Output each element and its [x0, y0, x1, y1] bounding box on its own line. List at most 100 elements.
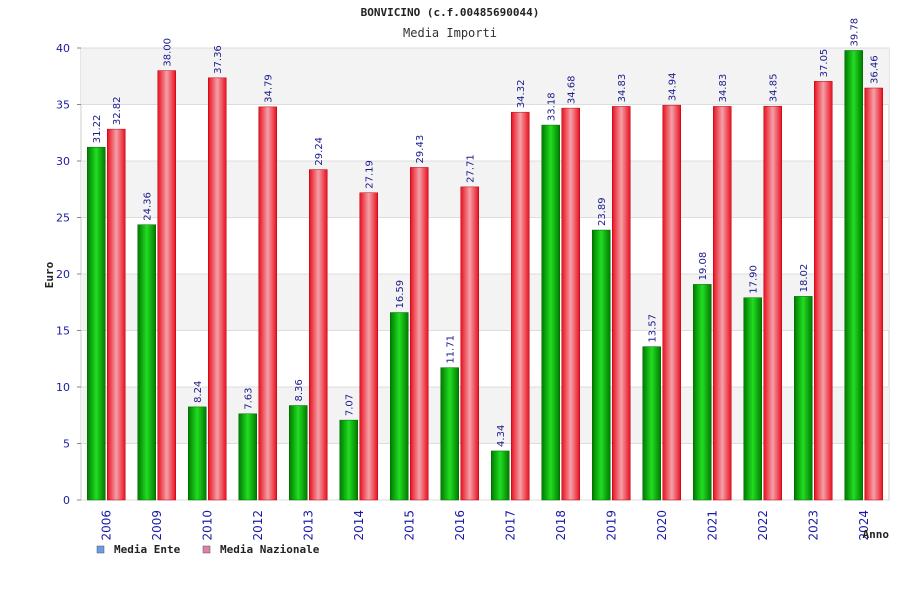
bar-media-ente-2016: [440, 367, 459, 501]
bar-media-ente-2021: [693, 284, 712, 501]
value-label-media-nazionale-2018: 34.68: [567, 75, 578, 104]
bar-media-ente-2014: [339, 419, 358, 501]
x-axis-label: Anno: [863, 528, 890, 541]
y-tick-label: 10: [56, 381, 70, 394]
bar-media-ente-2017: [491, 450, 510, 501]
y-tick-label: 35: [56, 99, 70, 112]
value-labels: 31.22 32.82 24.36 38.00 8.24 37.36 7.63 34.79 8.…: [92, 18, 881, 447]
bar-media-ente-2018: [541, 124, 560, 501]
x-tick-label-2023: 2023: [806, 510, 820, 541]
bar-media-nazionale-2009: [157, 70, 176, 501]
bar-media-nazionale-2015: [410, 167, 429, 501]
chart-subtitle: Media Importi: [403, 26, 497, 40]
value-label-media-nazionale-2021: 34.83: [718, 74, 729, 103]
bar-media-nazionale-2023: [814, 81, 833, 501]
bar-media-nazionale-2024: [864, 87, 883, 501]
value-label-media-ente-2020: 13.57: [648, 314, 659, 343]
x-tick-label-2015: 2015: [402, 510, 416, 541]
bar-media-ente-2010: [188, 406, 207, 501]
value-label-media-nazionale-2017: 34.32: [516, 80, 527, 109]
value-label-media-ente-2024: 39.78: [850, 18, 861, 47]
bar-media-ente-2009: [137, 224, 156, 501]
y-tick-label: 0: [63, 494, 70, 507]
bar-media-nazionale-2020: [662, 104, 681, 501]
chart-title: BONVICINO (c.f.00485690044): [361, 6, 540, 19]
value-label-media-nazionale-2020: 34.94: [668, 73, 679, 102]
bar-media-nazionale-2006: [107, 128, 126, 501]
value-label-media-ente-2010: 8.24: [193, 381, 204, 403]
bar-media-nazionale-2010: [208, 77, 227, 501]
value-label-media-ente-2019: 23.89: [597, 197, 608, 226]
value-label-media-nazionale-2006: 32.82: [112, 96, 123, 125]
bar-media-nazionale-2021: [713, 106, 732, 501]
x-tick-label-2013: 2013: [301, 510, 315, 541]
value-label-media-ente-2021: 19.08: [698, 252, 709, 281]
y-axis-ticks: 0 5 10 15 20 25 30 35 40: [56, 42, 70, 507]
x-tick-label-2010: 2010: [200, 510, 214, 541]
x-axis-ticks: 2006 2009 2010 2012 2013 2014 2015 2016 2017 2018…: [99, 510, 871, 541]
value-label-media-ente-2014: 7.07: [345, 394, 356, 416]
value-label-media-ente-2015: 16.59: [395, 280, 406, 309]
x-tick-label-2006: 2006: [99, 510, 113, 541]
value-label-media-nazionale-2015: 29.43: [415, 135, 426, 164]
value-label-media-ente-2022: 17.90: [749, 265, 760, 294]
bar-media-nazionale-2018: [561, 107, 580, 501]
x-tick-label-2022: 2022: [756, 510, 770, 541]
x-tick-label-2014: 2014: [352, 510, 366, 541]
legend-swatch-media-ente: [96, 545, 105, 554]
x-tick-label-2019: 2019: [604, 510, 618, 541]
value-label-media-ente-2016: 11.71: [446, 335, 457, 364]
x-tick-label-2009: 2009: [150, 510, 164, 541]
bar-media-nazionale-2016: [460, 186, 479, 501]
x-tick-label-2020: 2020: [655, 510, 669, 541]
bar-media-nazionale-2019: [612, 106, 631, 501]
value-label-media-nazionale-2013: 29.24: [314, 137, 325, 166]
legend: Media Ente Media Nazionale: [96, 543, 320, 556]
bar-media-nazionale-2014: [359, 192, 378, 501]
value-label-media-nazionale-2009: 38.00: [163, 38, 174, 67]
value-label-media-ente-2023: 18.02: [799, 264, 810, 293]
value-label-media-nazionale-2022: 34.85: [769, 74, 780, 103]
value-label-media-ente-2017: 4.34: [496, 425, 507, 447]
value-label-media-nazionale-2012: 34.79: [264, 74, 275, 103]
bar-media-ente-2020: [642, 346, 661, 501]
x-tick-label-2024: 2024: [857, 510, 871, 541]
value-label-media-ente-2009: 24.36: [143, 192, 154, 221]
value-label-media-ente-2013: 8.36: [294, 379, 305, 401]
y-tick-label: 40: [56, 42, 70, 55]
bar-media-nazionale-2017: [511, 111, 530, 501]
y-tick-label: 25: [56, 212, 70, 225]
bar-media-ente-2015: [390, 312, 409, 501]
value-label-media-ente-2012: 7.63: [244, 388, 255, 410]
value-label-media-ente-2018: 33.18: [547, 92, 558, 121]
value-label-media-nazionale-2010: 37.36: [213, 45, 224, 74]
x-tick-label-2021: 2021: [705, 510, 719, 541]
bar-media-ente-2006: [87, 146, 106, 501]
bar-media-ente-2013: [289, 405, 308, 501]
y-tick-label: 20: [56, 268, 70, 281]
bar-media-ente-2022: [743, 297, 762, 501]
bar-media-ente-2023: [794, 296, 813, 501]
value-label-media-nazionale-2019: 34.83: [617, 74, 628, 103]
bar-media-ente-2012: [238, 413, 257, 501]
bar-media-nazionale-2022: [763, 105, 782, 501]
y-tick-label: 5: [63, 438, 70, 451]
y-axis-label: Euro: [43, 261, 56, 288]
legend-label-media-nazionale: Media Nazionale: [220, 543, 320, 556]
x-tick-label-2012: 2012: [251, 510, 265, 541]
bar-media-ente-2019: [592, 229, 611, 501]
bars: [87, 50, 883, 501]
legend-label-media-ente: Media Ente: [114, 543, 181, 556]
bar-media-nazionale-2012: [258, 106, 277, 501]
value-label-media-nazionale-2024: 36.46: [870, 55, 881, 84]
x-tick-label-2016: 2016: [453, 510, 467, 541]
x-tick-label-2018: 2018: [554, 510, 568, 541]
value-label-media-nazionale-2023: 37.05: [819, 49, 830, 78]
y-tick-label: 15: [56, 325, 70, 338]
bar-media-nazionale-2013: [309, 169, 328, 501]
bar-media-ente-2024: [844, 50, 863, 501]
y-tick-label: 30: [56, 155, 70, 168]
x-tick-label-2017: 2017: [503, 510, 517, 541]
value-label-media-nazionale-2016: 27.71: [466, 154, 477, 183]
